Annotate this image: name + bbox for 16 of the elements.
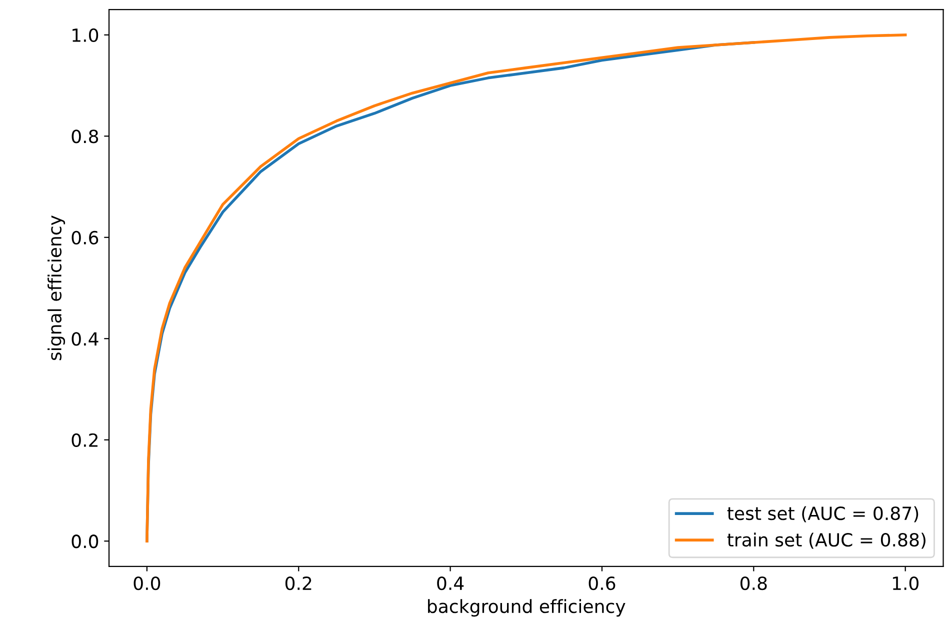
- y-tick-label: 0.2: [72, 433, 98, 447]
- y-tick-label: 0.0: [72, 534, 98, 548]
- x-tick-label: 0.8: [740, 576, 767, 590]
- y-tick-label: 0.4: [72, 332, 98, 346]
- x-tick-label: 1.0: [892, 576, 918, 590]
- legend-label: train set (AUC = 0.88): [727, 532, 926, 549]
- x-tick-label: 0.6: [588, 576, 616, 590]
- x-axis-title: background efficiency: [428, 599, 626, 617]
- legend-label: test set (AUC = 0.87): [727, 506, 918, 522]
- x-tick-label: 0.4: [437, 576, 464, 590]
- x-tick-label: 0.0: [134, 576, 160, 590]
- y-tick-label: 0.8: [72, 130, 98, 144]
- y-tick-label: 1.0: [72, 28, 98, 42]
- x-tick-label: 0.2: [285, 576, 312, 590]
- y-tick-label: 0.6: [72, 230, 98, 244]
- y-axis-title: signal efficiency: [48, 215, 66, 360]
